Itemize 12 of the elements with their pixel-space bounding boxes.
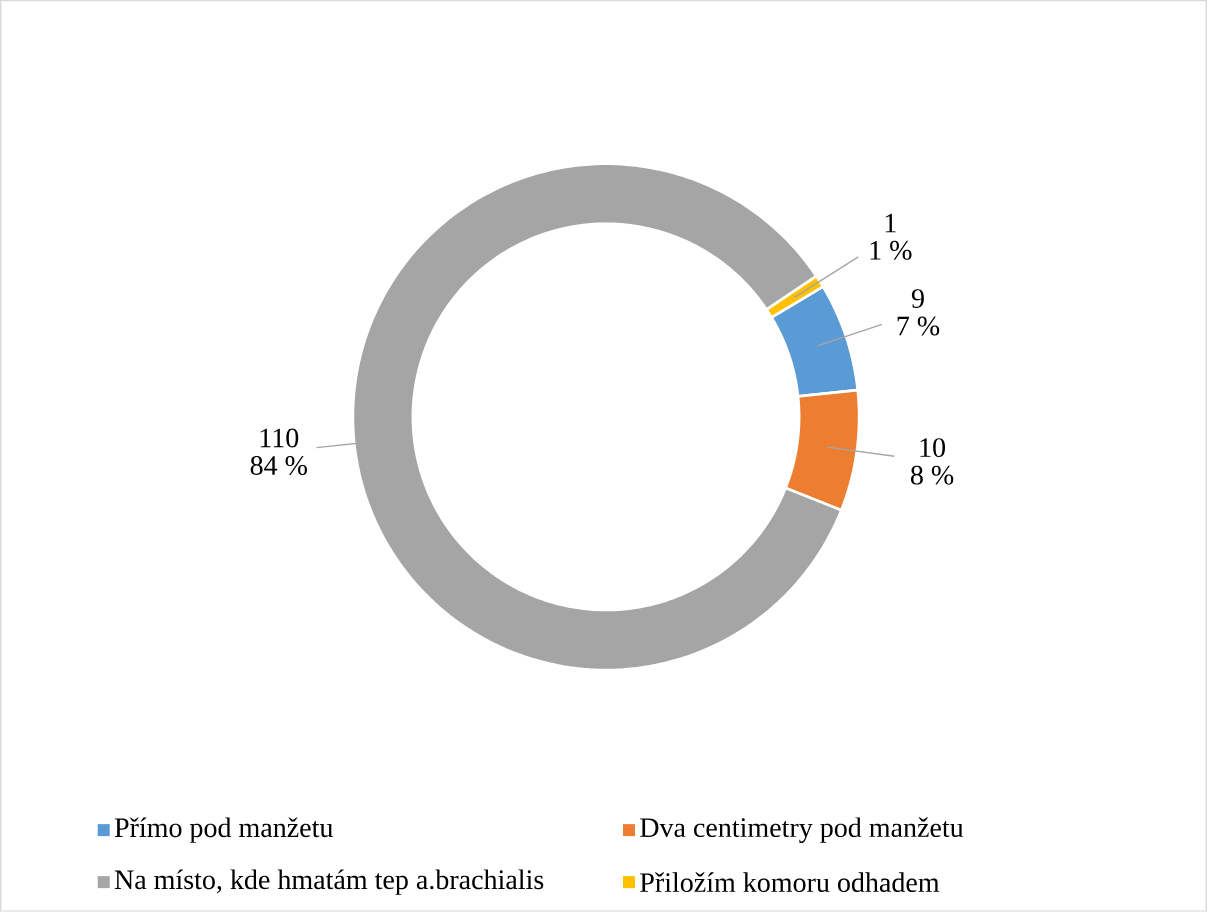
text: 7 % [897,316,940,336]
legend-label: Na místo, kde hmatám tep a.brachialis [114,869,544,895]
legend-label: Přímo pod manžetu [114,817,333,843]
data-label: 110 [260,428,299,448]
data-label: 10 [920,438,946,458]
data-label: 1 [885,213,896,233]
data-label: 9 [911,289,924,309]
legend-label: Dva centimetry pod manžetu [640,817,964,843]
text: 8 % [910,465,954,485]
text: 84 % [250,456,307,476]
legend-label: Přiložím komoru odhadem [640,872,940,893]
text: 1 % [870,240,912,260]
